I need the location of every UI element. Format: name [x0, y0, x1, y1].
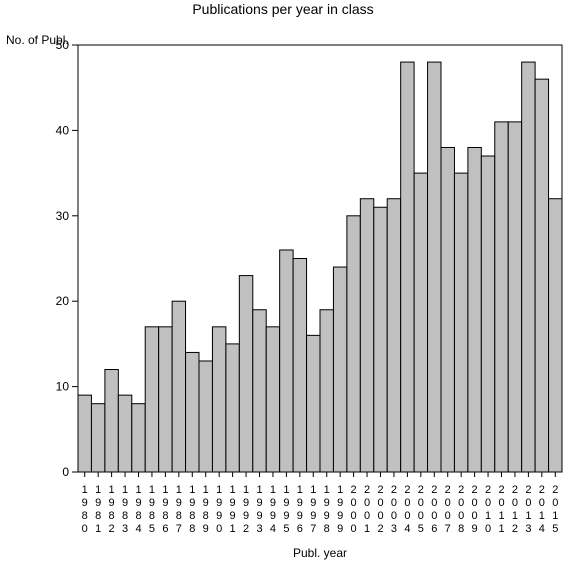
bar-2007 — [440, 146, 455, 473]
y-tick-label: 30 — [56, 209, 70, 223]
bar-1989 — [198, 360, 213, 473]
bar-1980 — [77, 394, 92, 473]
bar-1982 — [104, 369, 119, 473]
bar-2005 — [413, 172, 429, 473]
y-tick-label: 40 — [56, 123, 70, 137]
y-axis-title: No. of Publ. — [6, 33, 69, 47]
bar-1990 — [211, 326, 227, 473]
bar-1987 — [171, 300, 187, 473]
bar-2010 — [480, 155, 496, 473]
bar-2001 — [359, 198, 375, 473]
bar-1993 — [252, 309, 267, 473]
bar-2011 — [494, 121, 509, 473]
bar-2003 — [386, 198, 402, 473]
bar-2008 — [453, 172, 469, 473]
bar-1996 — [292, 258, 308, 473]
bar-2004 — [400, 61, 415, 473]
bar-2012 — [507, 121, 523, 473]
bar-2009 — [467, 146, 482, 473]
y-tick-label: 50 — [56, 38, 70, 52]
y-axis: 0 10 20 30 40 50 — [56, 38, 78, 479]
bar-1994 — [265, 326, 281, 473]
bar-1998 — [319, 309, 334, 473]
bars-group — [77, 61, 563, 473]
bar-2006 — [427, 61, 442, 473]
bar-1983 — [117, 394, 133, 473]
bar-1988 — [185, 351, 200, 473]
bar-2014 — [534, 78, 550, 473]
bar-1995 — [279, 249, 294, 473]
bar-1981 — [90, 403, 106, 473]
bar-2015 — [548, 198, 563, 473]
y-tick-label: 0 — [62, 465, 69, 479]
bar-1992 — [238, 275, 254, 473]
bar-2000 — [346, 215, 361, 473]
x-axis-title: Publ. year — [293, 546, 347, 560]
bar-1985 — [144, 326, 160, 473]
y-tick-label: 10 — [56, 380, 70, 394]
bar-1984 — [131, 403, 146, 473]
bar-1986 — [158, 326, 173, 473]
y-tick-label: 20 — [56, 294, 70, 308]
bar-2002 — [373, 206, 388, 473]
bar-1997 — [306, 334, 321, 473]
chart-title: Publications per year in class — [192, 1, 373, 17]
bar-1999 — [332, 266, 348, 473]
x-axis: 1 9 8 0 1 9 8 1 1 9 8 2 1 9 8 3 1 9 8 4 1 9 8 5 1 9 8 6 1 9 8 7 1 9 8 8 1 9 8 9… — [82, 472, 558, 535]
plot-frame — [77, 44, 563, 473]
bar-2013 — [521, 61, 536, 473]
bar-1991 — [225, 343, 240, 473]
